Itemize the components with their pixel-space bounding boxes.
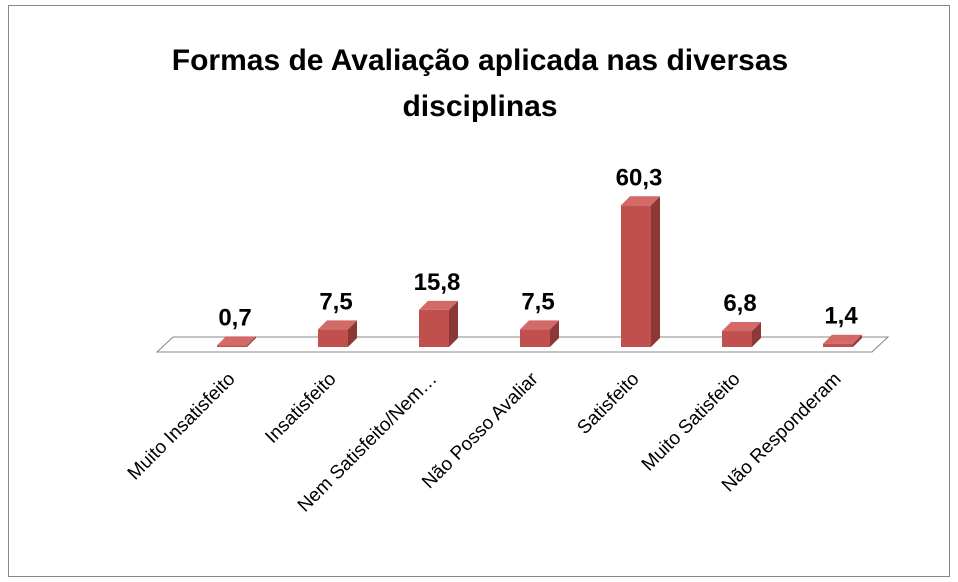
- bar: [722, 331, 752, 347]
- bar-top: [621, 196, 660, 206]
- value-label: 60,3: [616, 164, 663, 191]
- bar-side: [449, 300, 458, 347]
- chart-title: Formas de Avaliação aplicada nas diversa…: [171, 44, 789, 123]
- bar-top: [823, 334, 862, 344]
- bar-side: [550, 320, 559, 347]
- bar: [217, 345, 247, 347]
- bar: [520, 329, 550, 347]
- bar: [318, 329, 348, 347]
- bar-side: [853, 334, 862, 347]
- bar-top: [419, 300, 458, 310]
- bar-side: [752, 322, 761, 347]
- bar-top: [217, 336, 256, 346]
- bar: [621, 205, 651, 347]
- value-label: 1,4: [824, 303, 858, 330]
- bar-side: [348, 320, 357, 347]
- bar-top: [520, 320, 559, 330]
- bar: [823, 343, 853, 347]
- bar-top: [722, 322, 761, 332]
- bar-top: [318, 320, 357, 330]
- bar-side: [247, 336, 256, 347]
- chart-border: [8, 5, 950, 577]
- value-label: 15,8: [414, 269, 461, 296]
- bar-side: [651, 196, 660, 347]
- value-label: 6,8: [723, 290, 756, 317]
- value-label: 7,5: [521, 288, 554, 315]
- value-label: 7,5: [319, 288, 352, 315]
- bar: [419, 309, 449, 347]
- value-label: 0,7: [218, 304, 251, 331]
